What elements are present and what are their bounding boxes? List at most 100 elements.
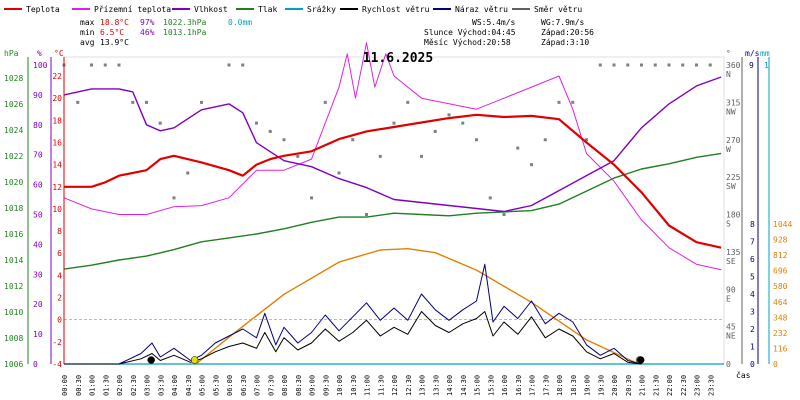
dir-tick: 315 (726, 98, 741, 107)
series-tlak (63, 152, 722, 270)
wind-dir-point (310, 196, 313, 200)
wind-dir-point (90, 63, 93, 67)
legend-label-2: Vlhkost (194, 5, 228, 14)
wind-dir-point (598, 63, 602, 67)
wind-dir-point (530, 163, 533, 167)
time-axis-label: čas (736, 370, 751, 380)
temp-tick: 10 (52, 205, 62, 214)
hpa-tick: 1026 (4, 100, 23, 109)
temp-tick: 6 (57, 249, 62, 258)
ms-tick: 0 (750, 360, 755, 369)
wind-dir-point (626, 63, 630, 67)
wind-dir-point (131, 100, 135, 104)
x-tick: 09:30 (322, 375, 330, 396)
x-tick: 20:30 (625, 375, 633, 396)
marker-sun-rise (190, 356, 199, 364)
wind-dir-point (76, 100, 80, 104)
x-tick: 14:30 (460, 375, 468, 396)
mm-axis-label: mm (760, 49, 770, 58)
dir-tick-label: SE (726, 257, 736, 266)
dir-tick: 45 (726, 323, 736, 332)
x-tick: 22:00 (666, 375, 674, 396)
pct-tick: 50 (33, 211, 43, 220)
wind-dir-point (392, 121, 396, 125)
dir-tick: 180 (726, 211, 741, 220)
x-tick: 22:30 (680, 375, 688, 396)
legend-label-5: Rychlost větru (362, 5, 430, 14)
hpa-tick: 1014 (4, 256, 23, 265)
dir-tick: 0 (726, 360, 731, 369)
x-tick: 23:00 (694, 375, 702, 396)
wind-dir-point (172, 196, 176, 200)
info-sun: Slunce Východ:04:45 (424, 28, 516, 37)
stat-press-max: 1022.3hPa (163, 18, 207, 27)
solar-tick: 348 (773, 313, 788, 322)
x-tick: 14:00 (446, 375, 454, 396)
legend-label-4: Srážky (307, 5, 336, 14)
pct-tick: 80 (33, 121, 43, 130)
legend-label-1: Přízemní teplota (94, 5, 171, 14)
ms-tick: 2 (750, 325, 755, 334)
series-solar (195, 248, 639, 365)
hpa-tick: 1006 (4, 360, 23, 369)
hpa-axis-label: hPa (4, 49, 19, 58)
wind-dir-point (351, 138, 355, 142)
dir-tick: 135 (726, 248, 741, 257)
pct-axis-label: % (37, 49, 42, 58)
wind-dir-point (117, 63, 121, 67)
temp-tick: 12 (52, 183, 62, 192)
wind-dir-point (268, 129, 272, 133)
pct-tick: 90 (33, 91, 43, 100)
wind-dir-point (695, 63, 698, 67)
legend-label-6: Náraz větru (455, 5, 508, 14)
wind-dir-point (255, 121, 258, 125)
x-tick: 08:30 (295, 375, 303, 396)
wind-dir-point (158, 121, 162, 125)
x-tick: 21:00 (639, 375, 647, 396)
wind-dir-point (282, 138, 286, 142)
wind-dir-point (708, 63, 712, 67)
stat-hum-max: 97% (140, 18, 155, 27)
wind-dir-point (227, 63, 231, 67)
x-tick: 15:00 (474, 375, 482, 396)
x-tick: 02:30 (130, 375, 138, 396)
stat-label-avg: avg (80, 38, 95, 47)
wind-dir-point (406, 100, 410, 104)
wind-dir-point (337, 171, 341, 175)
series-n-raz-v-tru (64, 263, 642, 365)
temp-tick: 8 (57, 227, 62, 236)
x-tick: 05:30 (212, 375, 220, 396)
x-tick: 15:30 (487, 375, 495, 396)
wind-dir-point (296, 154, 300, 158)
x-tick: 06:30 (240, 375, 248, 396)
x-tick: 12:00 (391, 375, 399, 396)
solar-tick: 232 (773, 329, 788, 338)
pct-tick: 0 (33, 360, 38, 369)
temp-tick: 18 (52, 116, 62, 125)
x-tick: 09:00 (309, 375, 317, 396)
marker-moon-rise (636, 356, 645, 364)
ms-top-tick: 9 (749, 61, 754, 70)
wind-dir-point (447, 113, 451, 117)
ms-tick: 8 (750, 220, 755, 229)
x-tick: 19:30 (597, 375, 605, 396)
temp-tick: 22 (52, 72, 62, 81)
wind-dir-point (612, 63, 616, 67)
hpa-tick: 1020 (4, 178, 23, 187)
dir-tick-label: NE (726, 332, 736, 341)
solar-tick: 696 (773, 267, 788, 276)
pct-tick: 100 (33, 61, 48, 70)
dir-tick-label: W (726, 145, 731, 154)
axes: hPa1028102610241022102010181016101410121… (4, 49, 792, 396)
ms-tick: 1 (750, 343, 755, 352)
x-tick: 13:30 (432, 375, 440, 396)
wind-dir-point (365, 213, 368, 216)
x-tick: 03:00 (144, 375, 152, 396)
x-tick: 21:30 (652, 375, 660, 396)
solar-tick: 928 (773, 236, 788, 245)
temp-tick: -2 (52, 338, 62, 347)
stat-hum-min: 46% (140, 28, 155, 37)
solar-tick: 812 (773, 251, 788, 260)
ms-tick: 7 (750, 238, 755, 247)
